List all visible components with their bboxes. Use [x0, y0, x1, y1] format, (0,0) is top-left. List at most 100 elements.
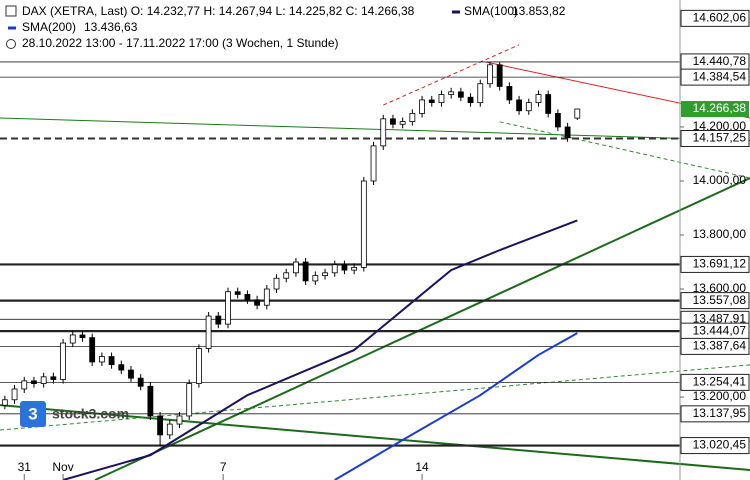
candle-body	[351, 267, 358, 271]
level-label-box	[680, 437, 750, 455]
trend-line	[0, 117, 750, 141]
candle-body	[360, 180, 367, 268]
candle-body	[535, 94, 542, 104]
legend-value: 13.436,63	[84, 20, 138, 34]
candle-body	[331, 264, 338, 274]
level-label-box	[680, 292, 750, 310]
candle-body	[283, 272, 290, 279]
candle-body	[40, 376, 47, 384]
candle-body	[205, 315, 212, 349]
candle-body	[496, 64, 503, 87]
candle-body	[545, 94, 552, 114]
y-tick-label: 13.800,00	[693, 227, 747, 241]
candle-body	[108, 356, 115, 366]
level-label: 14.157,25	[693, 131, 747, 145]
level-label-box	[680, 130, 750, 148]
level-label: 13.137,95	[693, 406, 747, 420]
candle-body	[128, 369, 134, 379]
level-label: 13.254,41	[693, 375, 747, 389]
trend-line	[499, 121, 750, 179]
header-row: 28.10.2022 13:00 - 17.11.2022 17:00 (3 W…	[22, 36, 338, 50]
quote-value: 14.267,94	[219, 4, 273, 18]
y-tick-label: 13.200,00	[693, 389, 747, 403]
candle-body	[234, 291, 241, 295]
quote-value: 14.232,77	[147, 4, 201, 18]
level-label: 14.384,54	[693, 69, 747, 83]
candle-body	[554, 113, 561, 128]
legend-name: SMA(100)	[464, 4, 518, 18]
level-label: 13.387,64	[693, 339, 747, 353]
candle-body	[477, 83, 484, 104]
x-tick-label: Nov	[52, 460, 73, 474]
period: 28.10.2022 13:00 - 17.11.2022 17:00	[22, 36, 219, 50]
candle-body	[215, 315, 222, 325]
candle-body	[166, 423, 173, 436]
trend-line	[94, 177, 750, 480]
candle-body	[118, 364, 125, 371]
x-tick-label: 7	[220, 460, 227, 474]
candle-body	[322, 272, 328, 276]
candle-body	[273, 277, 280, 290]
candle-body	[157, 415, 163, 436]
x-tick-label: 14	[415, 460, 429, 474]
candle-body	[399, 121, 406, 125]
candle-body	[341, 264, 348, 271]
candle-body	[438, 94, 445, 104]
candle-body	[380, 118, 387, 147]
header-row: DAX (XETRA, Last) O: 14.232,77 H: 14.267…	[22, 4, 415, 18]
sma-line	[334, 332, 578, 480]
candle-body	[11, 388, 18, 401]
legend-name: SMA(200)	[22, 20, 76, 34]
quote-key: C:	[346, 4, 358, 18]
logo-mark	[20, 401, 46, 427]
level-label: 13.557,08	[693, 293, 747, 307]
level-label: 14.440,78	[693, 54, 747, 68]
candle-body	[448, 91, 455, 95]
candle-body	[293, 261, 299, 274]
candle-body	[467, 96, 474, 104]
candle-body	[419, 99, 425, 114]
quote-key: H:	[203, 4, 215, 18]
candle-body	[409, 113, 416, 122]
candle-body	[487, 64, 493, 85]
candle-body	[186, 383, 193, 417]
candle-body	[196, 348, 202, 384]
x-tick-label: 31	[18, 460, 32, 474]
candle-body	[390, 118, 396, 125]
candle-body	[263, 288, 270, 306]
trend-line	[383, 44, 520, 106]
level-label-box	[680, 373, 750, 391]
level-label: 13.487,91	[693, 311, 747, 325]
candle-body	[312, 275, 319, 282]
current-price-box	[681, 101, 749, 118]
level-label-box	[680, 9, 750, 27]
candle-body	[525, 102, 532, 112]
candle-body	[147, 385, 154, 417]
candle-body	[428, 99, 435, 104]
candle-body	[137, 377, 144, 387]
candle-body	[564, 126, 571, 139]
candle-body	[516, 99, 522, 112]
level-label: 13.020,45	[693, 438, 747, 452]
plot-area: 3 stock3.com 31 Nov 7 14	[0, 44, 750, 480]
candle-body	[506, 86, 513, 101]
sma-line	[62, 219, 578, 480]
quote-value: 14.225,82	[289, 4, 343, 18]
candle-body	[98, 356, 105, 363]
header: DAX (XETRA, Last) O: 14.232,77 H: 14.267…	[5, 4, 566, 50]
candle-body	[21, 380, 28, 390]
instrument: DAX (XETRA, Last)	[22, 4, 127, 18]
candle-body	[79, 334, 86, 339]
candle-body	[1, 399, 8, 406]
logo-text: stock3.com	[52, 406, 129, 422]
candle-body	[31, 380, 37, 384]
candle-body	[302, 261, 309, 282]
level-label-box	[680, 68, 750, 86]
logo-digit: 3	[28, 404, 37, 423]
candle-body	[60, 342, 66, 380]
quote-key: O:	[131, 4, 144, 18]
trend-line	[0, 404, 750, 472]
quote-key: L:	[276, 4, 286, 18]
